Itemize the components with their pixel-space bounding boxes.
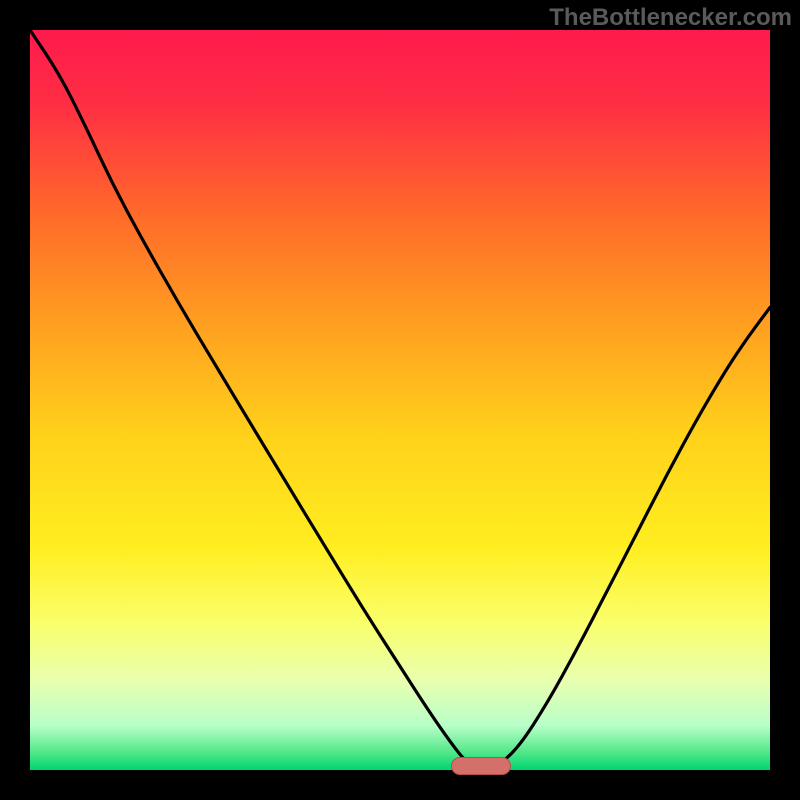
plot-area [30,30,770,770]
watermark-text: TheBottlenecker.com [549,4,792,32]
chart-container: TheBottlenecker.com [0,0,800,800]
vertex-marker [451,757,511,775]
